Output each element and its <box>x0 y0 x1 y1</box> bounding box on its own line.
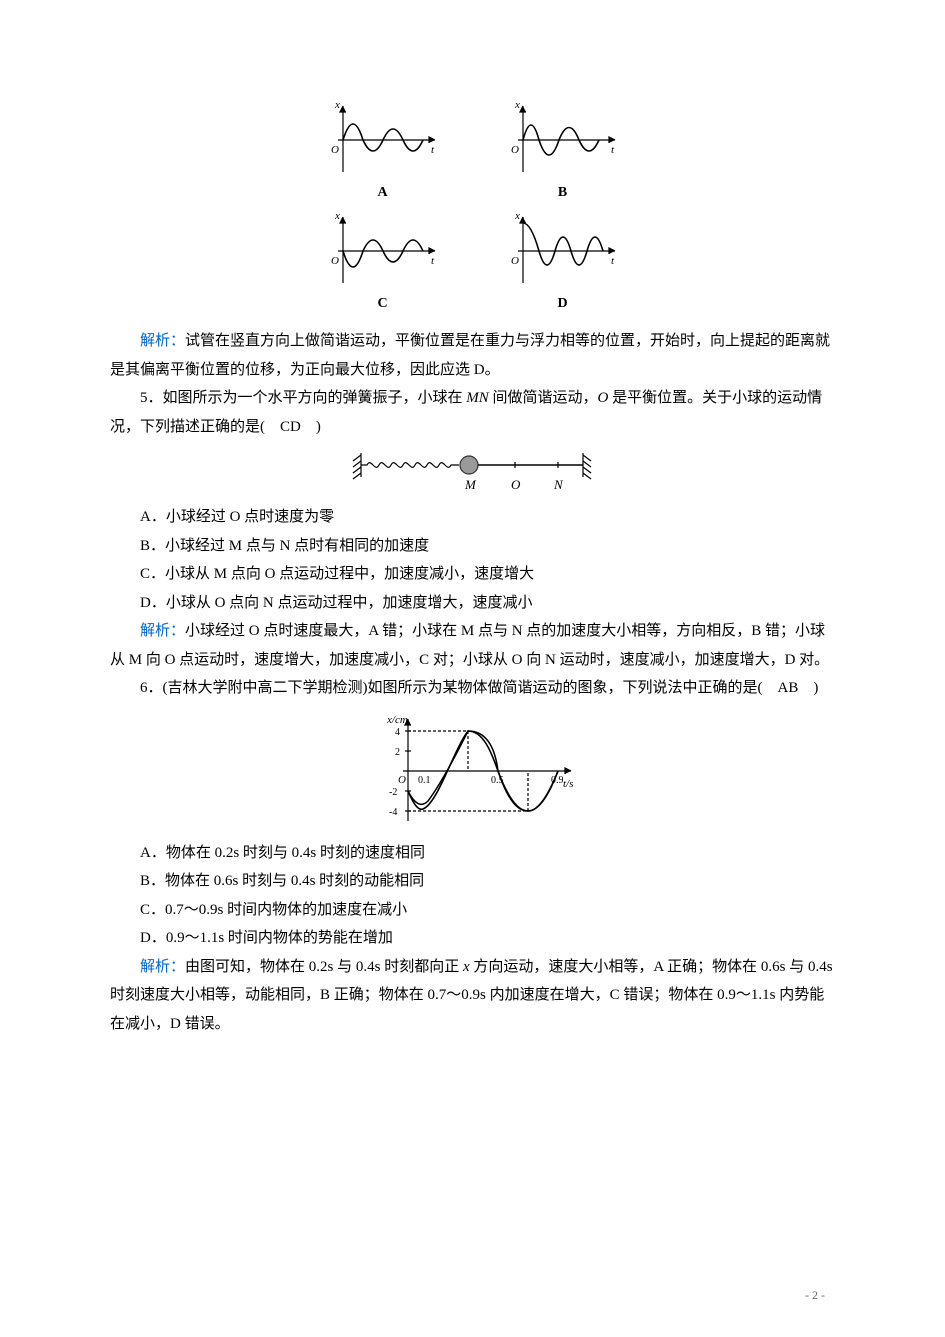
wave-plot-B: x O t <box>503 100 623 178</box>
q5-opt-B: B．小球经过 M 点与 N 点时有相同的加速度 <box>110 532 835 561</box>
analysis-5-text: 小球经过 O 点时速度最大，A 错；小球在 M 点与 N 点的加速度大小相等，方… <box>110 623 829 668</box>
axis-y-label: x <box>514 211 520 222</box>
chart6-origin: O <box>398 774 406 786</box>
axis-x-label: t <box>611 255 615 267</box>
spring-oscillator-figure: M O N <box>110 447 835 497</box>
q6-chart-svg: 2 4 -2 -4 0.1 0.5 0.9 x/cm O t/s <box>363 711 583 831</box>
q6-opt-B: B．物体在 0.6s 时刻与 0.4s 时刻的动能相同 <box>110 867 835 896</box>
origin-label: O <box>511 255 519 267</box>
q5-mn: MN <box>466 390 489 406</box>
wave-plot-A: x O t <box>323 100 443 178</box>
analysis-5: 解析：小球经过 O 点时速度最大，A 错；小球在 M 点与 N 点的加速度大小相… <box>110 617 835 674</box>
spring-svg: M O N <box>343 447 603 497</box>
figure-cell-C: x O t C <box>323 211 443 318</box>
figure-cell-D: x O t D <box>503 211 623 318</box>
q5-opt-C: C．小球从 M 点向 O 点运动过程中，加速度减小，速度增大 <box>110 560 835 589</box>
ytick-4: 4 <box>395 727 400 738</box>
q6-opt-A: A．物体在 0.2s 时刻与 0.4s 时刻的速度相同 <box>110 839 835 868</box>
axis-y-label: x <box>514 100 520 111</box>
xtick-0.1: 0.1 <box>418 775 431 786</box>
origin-label: O <box>331 255 339 267</box>
chart6-ylabel: x/cm <box>386 714 408 726</box>
four-wave-figure: x O t A x O t <box>110 100 835 317</box>
q5-stem: 5．如图所示为一个水平方向的弹簧振子，小球在 MN 间做简谐运动，O 是平衡位置… <box>110 384 835 441</box>
q5-opt-D: D．小球从 O 点向 N 点运动过程中，加速度增大，速度减小 <box>110 589 835 618</box>
axis-x-label: t <box>431 144 435 156</box>
axis-x-label: t <box>611 144 615 156</box>
q6-chart: 2 4 -2 -4 0.1 0.5 0.9 x/cm O t/s <box>110 711 835 831</box>
q5-stem-b: 间做简谐运动， <box>489 390 598 406</box>
analysis-6-label: 解析： <box>140 959 185 975</box>
analysis-6-text-a: 由图可知，物体在 0.2s 与 0.4s 时刻都向正 <box>185 959 463 975</box>
analysis-4: 解析：试管在竖直方向上做简谐运动，平衡位置是在重力与浮力相等的位置，开始时，向上… <box>110 327 835 384</box>
q6-opt-D: D．0.9～1.1s 时间内物体的势能在增加 <box>110 924 835 953</box>
xtick-0.9: 0.9 <box>551 775 564 786</box>
figure-label-A: A <box>377 180 387 207</box>
spring-N-label: N <box>553 477 564 492</box>
xtick-0.5: 0.5 <box>491 775 504 786</box>
spring-O-label: O <box>511 477 521 492</box>
analysis-4-text: 试管在竖直方向上做简谐运动，平衡位置是在重力与浮力相等的位置，开始时，向上提起的… <box>110 333 830 378</box>
chart6-xlabel: t/s <box>563 778 573 790</box>
ytick-2: 2 <box>395 747 400 758</box>
q6-stem: 6．(吉林大学附中高二下学期检测)如图所示为某物体做简谐运动的图象，下列说法中正… <box>110 674 835 703</box>
origin-label: O <box>331 144 339 156</box>
wave-plot-D: x O t <box>503 211 623 289</box>
analysis-5-label: 解析： <box>140 623 185 639</box>
figure-label-C: C <box>377 291 387 318</box>
figure-cell-B: x O t B <box>503 100 623 207</box>
figure-row-2: x O t C x O t <box>323 211 623 318</box>
figure-cell-A: x O t A <box>323 100 443 207</box>
q6-opt-C: C．0.7～0.9s 时间内物体的加速度在减小 <box>110 896 835 925</box>
wave-plot-C: x O t <box>323 211 443 289</box>
axis-x-label: t <box>431 255 435 267</box>
figure-label-D: D <box>557 291 567 318</box>
figure-label-B: B <box>558 180 567 207</box>
analysis-6: 解析：由图可知，物体在 0.2s 与 0.4s 时刻都向正 x 方向运动，速度大… <box>110 953 835 1039</box>
analysis-4-label: 解析： <box>140 333 185 349</box>
page-number: - 2 - <box>805 1284 825 1307</box>
ytick-n2: -2 <box>389 787 397 798</box>
q5-o: O <box>598 390 609 406</box>
q5-stem-a: 5．如图所示为一个水平方向的弹簧振子，小球在 <box>140 390 466 406</box>
axis-y-label: x <box>334 211 340 222</box>
q5-opt-A: A．小球经过 O 点时速度为零 <box>110 503 835 532</box>
figure-row-1: x O t A x O t <box>323 100 623 207</box>
spring-M-label: M <box>464 477 477 492</box>
ytick-n4: -4 <box>389 807 397 818</box>
axis-y-label: x <box>334 100 340 111</box>
origin-label: O <box>511 144 519 156</box>
analysis-6-x: x <box>463 959 470 975</box>
